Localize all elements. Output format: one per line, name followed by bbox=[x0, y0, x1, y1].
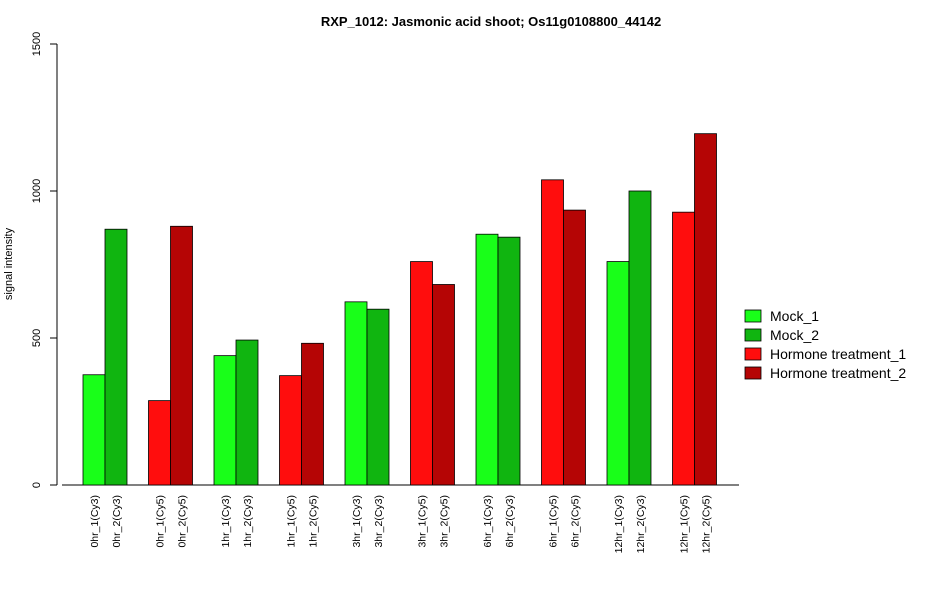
legend-label: Mock_1 bbox=[770, 308, 819, 324]
bar bbox=[672, 211, 695, 486]
category-label: 3hr_2(Cy5) bbox=[439, 495, 451, 548]
bar bbox=[475, 233, 499, 486]
category-label: 12hr_1(Cy5) bbox=[679, 495, 691, 553]
bar bbox=[213, 355, 237, 486]
bar bbox=[541, 179, 564, 486]
category-label: 6hr_1(Cy5) bbox=[548, 495, 560, 548]
category-label: 1hr_1(Cy5) bbox=[286, 495, 298, 548]
category-label: 6hr_1(Cy3) bbox=[482, 495, 494, 548]
legend: Mock_1 Mock_2 Hormone treatment_1 Hormone t… bbox=[744, 308, 906, 381]
legend-swatch bbox=[744, 366, 762, 380]
bar bbox=[82, 374, 106, 486]
y-tick-label: 1000 bbox=[31, 179, 43, 203]
legend-label: Hormone treatment_1 bbox=[770, 346, 906, 362]
bar bbox=[497, 236, 521, 486]
bars bbox=[82, 133, 717, 486]
y-axis: 0 500 1000 1500 bbox=[31, 32, 58, 488]
chart-title: RXP_1012: Jasmonic acid shoot; Os11g0108… bbox=[321, 14, 661, 29]
legend-label: Hormone treatment_2 bbox=[770, 365, 906, 381]
category-label: 0hr_1(Cy3) bbox=[89, 495, 101, 548]
category-label: 6hr_2(Cy5) bbox=[570, 495, 582, 548]
category-label: 0hr_2(Cy5) bbox=[177, 495, 189, 548]
y-tick-label: 500 bbox=[31, 329, 43, 347]
category-label: 1hr_2(Cy3) bbox=[242, 495, 254, 548]
bar bbox=[410, 261, 433, 486]
bar bbox=[301, 342, 324, 486]
category-label: 3hr_1(Cy5) bbox=[417, 495, 429, 548]
y-tick-label: 1500 bbox=[31, 32, 43, 56]
bar bbox=[170, 225, 193, 486]
category-label: 6hr_2(Cy3) bbox=[504, 495, 516, 548]
category-label: 0hr_1(Cy5) bbox=[155, 495, 167, 548]
bar bbox=[279, 375, 302, 486]
category-label: 12hr_2(Cy3) bbox=[635, 495, 647, 553]
legend-swatch bbox=[744, 309, 762, 323]
bar bbox=[563, 209, 586, 486]
bar bbox=[148, 400, 171, 486]
bar bbox=[694, 133, 717, 486]
category-label: 1hr_1(Cy3) bbox=[220, 495, 232, 548]
legend-swatch bbox=[744, 328, 762, 342]
bar bbox=[235, 339, 259, 486]
bar bbox=[432, 284, 455, 486]
bar bbox=[344, 301, 368, 486]
y-tick-label: 0 bbox=[31, 482, 43, 488]
category-label: 12hr_1(Cy3) bbox=[613, 495, 625, 553]
bar bbox=[606, 261, 630, 486]
legend-label: Mock_2 bbox=[770, 327, 819, 343]
bar bbox=[366, 308, 390, 486]
bar bbox=[628, 190, 652, 486]
category-label: 3hr_1(Cy3) bbox=[351, 495, 363, 548]
category-label: 0hr_2(Cy3) bbox=[111, 495, 123, 548]
legend-swatch bbox=[744, 347, 762, 361]
category-label: 1hr_2(Cy5) bbox=[308, 495, 320, 548]
category-labels: 0hr_1(Cy3) 0hr_2(Cy3) 0hr_1(Cy5) 0hr_2(Cy5)… bbox=[89, 495, 713, 553]
bar bbox=[104, 228, 128, 486]
category-label: 12hr_2(Cy5) bbox=[701, 495, 713, 553]
category-label: 3hr_2(Cy3) bbox=[373, 495, 385, 548]
y-axis-label: signal intensity bbox=[3, 227, 15, 300]
